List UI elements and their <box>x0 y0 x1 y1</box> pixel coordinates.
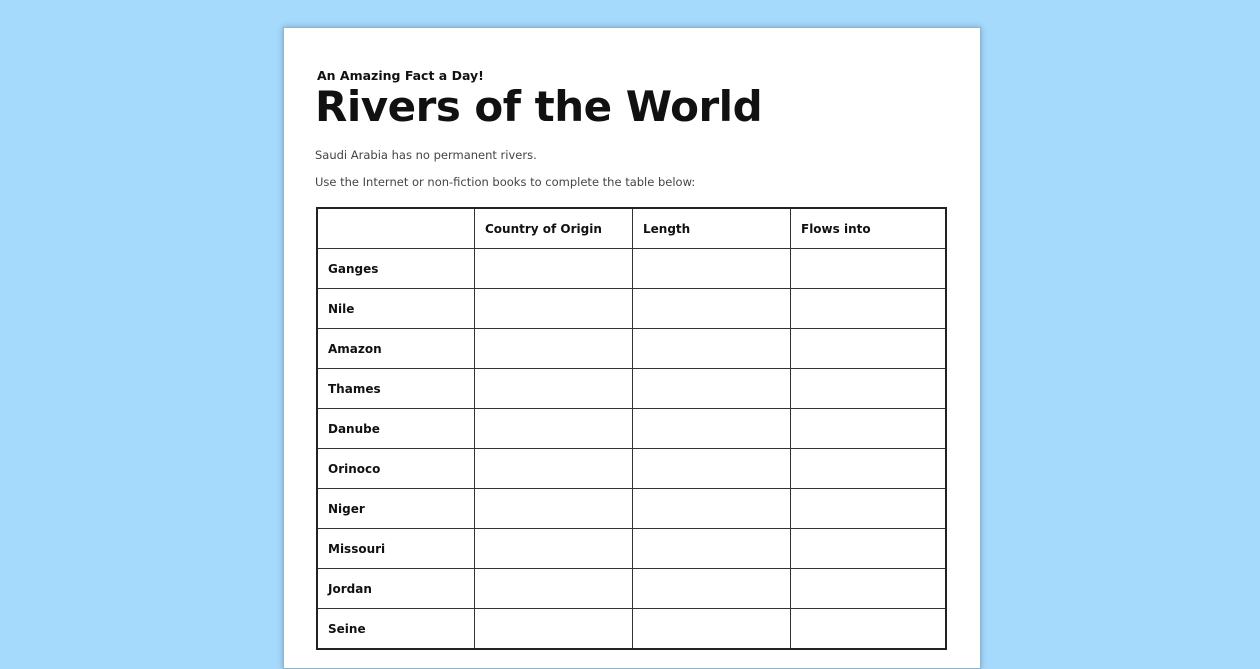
river-name-cell: Niger <box>316 488 475 529</box>
table-row: Thames <box>316 368 947 409</box>
blank-answer-cell <box>790 328 947 369</box>
blank-answer-cell <box>790 608 947 650</box>
river-name-cell: Ganges <box>316 248 475 289</box>
blank-answer-cell <box>790 368 947 409</box>
blank-answer-cell <box>790 448 947 489</box>
blank-answer-cell <box>474 408 633 449</box>
blank-answer-cell <box>632 488 791 529</box>
header-cell: Country of Origin <box>474 207 633 249</box>
table-row: Missouri <box>316 528 947 569</box>
river-name-cell: Danube <box>316 408 475 449</box>
blank-answer-cell <box>790 568 947 609</box>
table-row: Amazon <box>316 328 947 369</box>
river-name-cell: Orinoco <box>316 448 475 489</box>
blank-answer-cell <box>632 368 791 409</box>
table-header-row: Country of Origin Length Flows into <box>316 207 947 249</box>
blank-answer-cell <box>474 568 633 609</box>
header-cell: Length <box>632 207 791 249</box>
blank-answer-cell <box>474 608 633 650</box>
rivers-table: Country of Origin Length Flows into Gang… <box>316 207 947 650</box>
blank-answer-cell <box>474 288 633 329</box>
blank-answer-cell <box>474 328 633 369</box>
table-row: Jordan <box>316 568 947 609</box>
blank-answer-cell <box>632 408 791 449</box>
river-name-cell: Missouri <box>316 528 475 569</box>
header-cell: Flows into <box>790 207 947 249</box>
table-row: Orinoco <box>316 448 947 489</box>
table-row: Ganges <box>316 248 947 289</box>
blank-answer-cell <box>790 288 947 329</box>
blank-answer-cell <box>790 248 947 289</box>
blank-answer-cell <box>474 248 633 289</box>
blank-answer-cell <box>632 248 791 289</box>
worksheet-title: Rivers of the World <box>315 82 763 131</box>
instruction-text: Use the Internet or non-fiction books to… <box>315 175 696 189</box>
table-row: Niger <box>316 488 947 529</box>
worksheet-page: An Amazing Fact a Day! Rivers of the Wor… <box>283 27 981 669</box>
river-name-cell: Seine <box>316 608 475 650</box>
river-name-cell: Thames <box>316 368 475 409</box>
river-name-cell: Amazon <box>316 328 475 369</box>
blank-answer-cell <box>474 448 633 489</box>
table-row: Seine <box>316 608 947 650</box>
blank-answer-cell <box>632 328 791 369</box>
blank-answer-cell <box>474 488 633 529</box>
worksheet-kicker: An Amazing Fact a Day! <box>317 68 484 83</box>
river-name-cell: Nile <box>316 288 475 329</box>
blank-answer-cell <box>632 568 791 609</box>
blank-answer-cell <box>474 368 633 409</box>
blank-answer-cell <box>790 488 947 529</box>
blank-answer-cell <box>790 528 947 569</box>
blank-answer-cell <box>474 528 633 569</box>
blank-answer-cell <box>632 528 791 569</box>
table-row: Danube <box>316 408 947 449</box>
fact-text: Saudi Arabia has no permanent rivers. <box>315 148 537 162</box>
table-row: Nile <box>316 288 947 329</box>
blank-answer-cell <box>632 448 791 489</box>
header-cell <box>316 207 475 249</box>
blank-answer-cell <box>790 408 947 449</box>
river-name-cell: Jordan <box>316 568 475 609</box>
blank-answer-cell <box>632 608 791 650</box>
blank-answer-cell <box>632 288 791 329</box>
